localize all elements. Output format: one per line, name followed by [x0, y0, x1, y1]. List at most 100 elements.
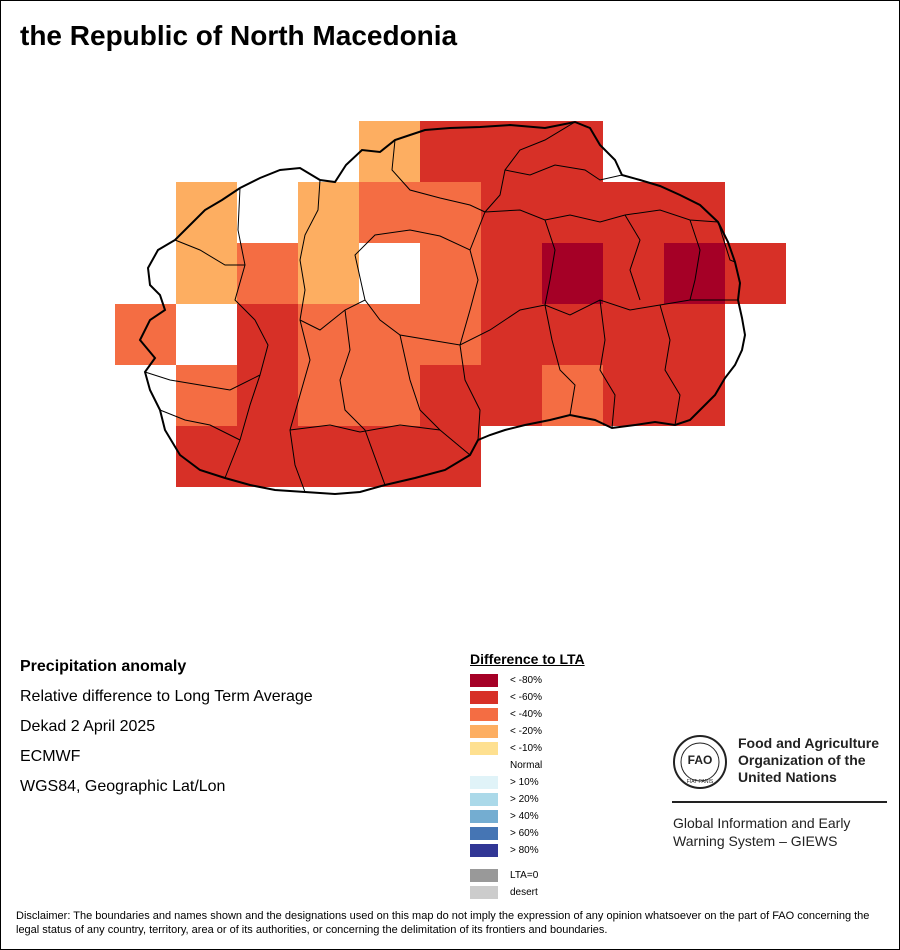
legend-item-label: > 80% — [510, 845, 539, 856]
grid-cell — [481, 121, 542, 182]
legend-extra-item-label: desert — [510, 887, 538, 898]
giews-name: Global Information and Early Warning Sys… — [673, 814, 850, 850]
fao-name: Food and Agriculture Organization of the… — [738, 735, 879, 786]
info-heading: Precipitation anomaly — [20, 658, 187, 675]
grid-cell — [420, 182, 481, 243]
grid-cell — [237, 243, 298, 304]
grid-cell — [298, 304, 359, 365]
grid-cell — [176, 243, 237, 304]
grid-cell — [481, 304, 542, 365]
legend-item-row: > 60% — [470, 825, 585, 842]
grid-cell — [237, 182, 298, 243]
legend-title: Difference to LTA — [470, 651, 585, 667]
legend-item-swatch — [470, 759, 498, 772]
legend-item-swatch — [470, 776, 498, 789]
giews-line-2: Warning System – GIEWS — [673, 833, 838, 849]
legend-extra-item-label: LTA=0 — [510, 870, 539, 881]
legend-item-row: < -60% — [470, 689, 585, 706]
legend-item-row: < -40% — [470, 706, 585, 723]
grid-cell — [176, 304, 237, 365]
legend-extra: LTA=0 desert — [470, 867, 585, 901]
grid-cell — [603, 365, 664, 426]
legend-item-row: > 10% — [470, 774, 585, 791]
legend-item-swatch — [470, 793, 498, 806]
fao-divider — [672, 801, 887, 803]
legend-item-swatch — [470, 827, 498, 840]
legend-item-row: < -10% — [470, 740, 585, 757]
grid-cell — [542, 243, 603, 304]
anomaly-map — [115, 120, 786, 496]
grid-cell — [298, 182, 359, 243]
grid-cell — [359, 182, 420, 243]
grid-cell — [176, 182, 237, 243]
map-title: the Republic of North Macedonia — [20, 20, 458, 51]
fao-name-line-3: United Nations — [738, 769, 837, 785]
legend-item-label: > 40% — [510, 811, 539, 822]
legend-item-label: < -40% — [510, 709, 542, 720]
fao-name-line-1: Food and Agriculture — [738, 735, 880, 751]
grid-cell — [603, 182, 664, 243]
legend-item-label: < -60% — [510, 692, 542, 703]
grid-cell — [359, 304, 420, 365]
fao-logo: FAO FIAT PANIS — [673, 735, 727, 789]
legend-item-row: < -80% — [470, 672, 585, 689]
grid-cell — [420, 243, 481, 304]
country-border — [138, 120, 747, 496]
legend-item-label: > 60% — [510, 828, 539, 839]
legend-extra-item-row: desert — [470, 884, 585, 901]
grid-cell — [176, 426, 237, 487]
legend-item-label: Normal — [510, 760, 543, 771]
info-line-3: ECMWF — [20, 748, 81, 765]
grid-cell — [664, 243, 725, 304]
grid-cell — [359, 426, 420, 487]
legend-extra-item-row: LTA=0 — [470, 867, 585, 884]
grid-cell — [481, 365, 542, 426]
legend: Difference to LTA < -80% < -60% < -40% < -2… — [470, 651, 585, 901]
grid-cell — [481, 182, 542, 243]
legend-item-swatch — [470, 810, 498, 823]
grid-cell — [298, 365, 359, 426]
grid-cell — [542, 365, 603, 426]
info-line-1: Relative difference to Long Term Average — [20, 688, 313, 705]
grid-cell — [725, 243, 786, 304]
legend-item-swatch — [470, 844, 498, 857]
legend-item-label: < -80% — [510, 675, 542, 686]
fao-logo-motto: FIAT PANIS — [687, 779, 714, 785]
legend-extra-item-swatch — [470, 869, 498, 882]
legend-item-label: > 10% — [510, 777, 539, 788]
fao-name-line-2: Organization of the — [738, 752, 866, 768]
grid-cell — [359, 365, 420, 426]
legend-item-swatch — [470, 725, 498, 738]
grid-cell — [298, 426, 359, 487]
legend-item-label: < -10% — [510, 743, 542, 754]
grid-cell — [115, 304, 176, 365]
legend-item-label: < -20% — [510, 726, 542, 737]
grid-cell — [420, 365, 481, 426]
legend-item-swatch — [470, 674, 498, 687]
legend-item-label: > 20% — [510, 794, 539, 805]
legend-items: < -80% < -60% < -40% < -20% < -10% Normal > 10… — [470, 672, 585, 859]
legend-item-swatch — [470, 708, 498, 721]
grid-cell — [603, 243, 664, 304]
disclaimer: Disclaimer: The boundaries and names sho… — [16, 910, 870, 936]
grid-cell — [420, 304, 481, 365]
grid-cell — [542, 182, 603, 243]
grid-cell — [298, 243, 359, 304]
legend-item-row: > 40% — [470, 808, 585, 825]
grid-cell — [664, 304, 725, 365]
fao-logo-letters: FAO — [688, 753, 713, 767]
legend-item-swatch — [470, 742, 498, 755]
grid-cell — [176, 365, 237, 426]
info-line-2: Dekad 2 April 2025 — [20, 718, 156, 735]
grid-cell — [542, 121, 603, 182]
grid-cell — [237, 426, 298, 487]
grid-cell — [603, 304, 664, 365]
legend-item-row: Normal — [470, 757, 585, 774]
grid-cell — [420, 426, 481, 487]
legend-item-row: < -20% — [470, 723, 585, 740]
legend-extra-item-swatch — [470, 886, 498, 899]
grid-cell — [420, 121, 481, 182]
grid-cell — [237, 304, 298, 365]
legend-item-row: > 80% — [470, 842, 585, 859]
info-line-4: WGS84, Geographic Lat/Lon — [20, 778, 226, 795]
